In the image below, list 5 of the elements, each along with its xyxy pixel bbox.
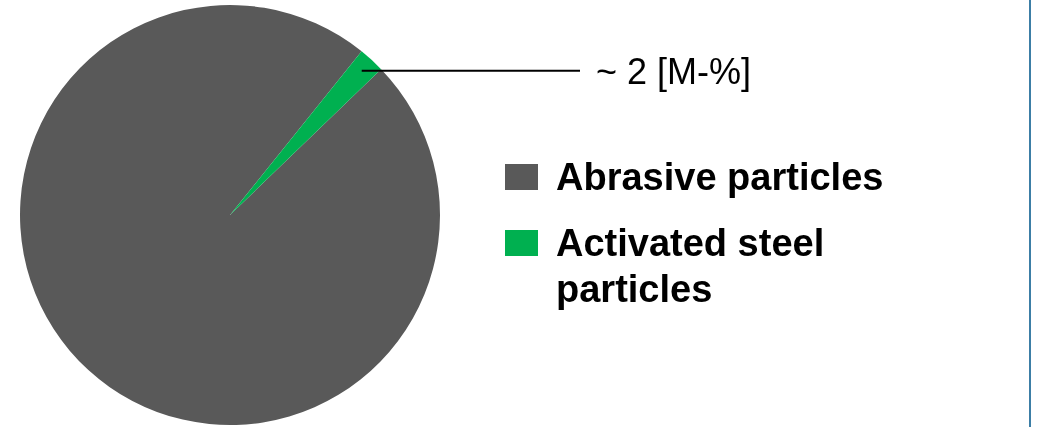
legend-label: Activated steel particles [556, 222, 825, 310]
data-label: ~ 2 [M-%] [596, 50, 752, 92]
pie-slice [20, 5, 440, 425]
legend-label: Abrasive particles [556, 156, 884, 198]
pie-slice [230, 51, 382, 215]
